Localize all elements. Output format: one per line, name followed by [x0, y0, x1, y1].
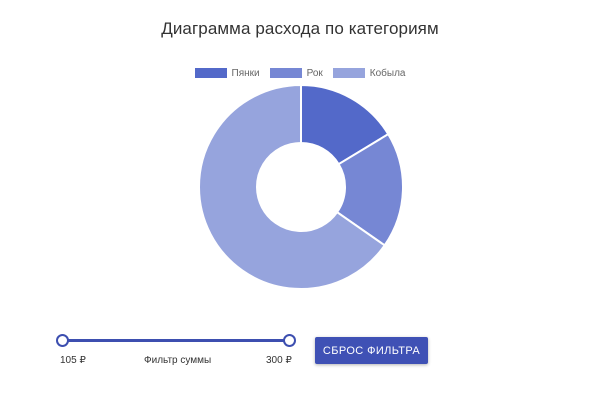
- legend-label-pyanki: Пянки: [231, 67, 260, 79]
- legend-swatch-kobyla: [332, 68, 365, 78]
- legend-swatch-pyanki: [194, 68, 227, 78]
- legend-item-pyanki[interactable]: Пянки: [194, 67, 260, 79]
- slider-max-handle[interactable]: [283, 334, 296, 347]
- legend-label-kobyla: Кобыла: [369, 67, 406, 79]
- amount-range-slider[interactable]: [56, 334, 296, 348]
- legend-swatch-rok: [269, 68, 302, 78]
- legend-item-rok[interactable]: Рок: [269, 67, 323, 79]
- slider-min-handle[interactable]: [56, 334, 69, 347]
- slider-filter-label: Фильтр суммы: [144, 355, 212, 366]
- chart-title: Диаграмма расхода по категориям: [161, 19, 439, 38]
- slice-kobyla[interactable]: [198, 83, 387, 290]
- chart-legend: Пянки Рок Кобыла: [0, 66, 600, 80]
- slider-track[interactable]: [61, 339, 291, 342]
- legend-label-rok: Рок: [306, 67, 323, 79]
- slider-min-label: 105 ₽: [60, 355, 86, 366]
- reset-filter-button[interactable]: СБРОС ФИЛЬТРА: [315, 337, 428, 364]
- legend-item-kobyla[interactable]: Кобыла: [332, 67, 406, 79]
- slider-max-label: 300 ₽: [266, 355, 292, 366]
